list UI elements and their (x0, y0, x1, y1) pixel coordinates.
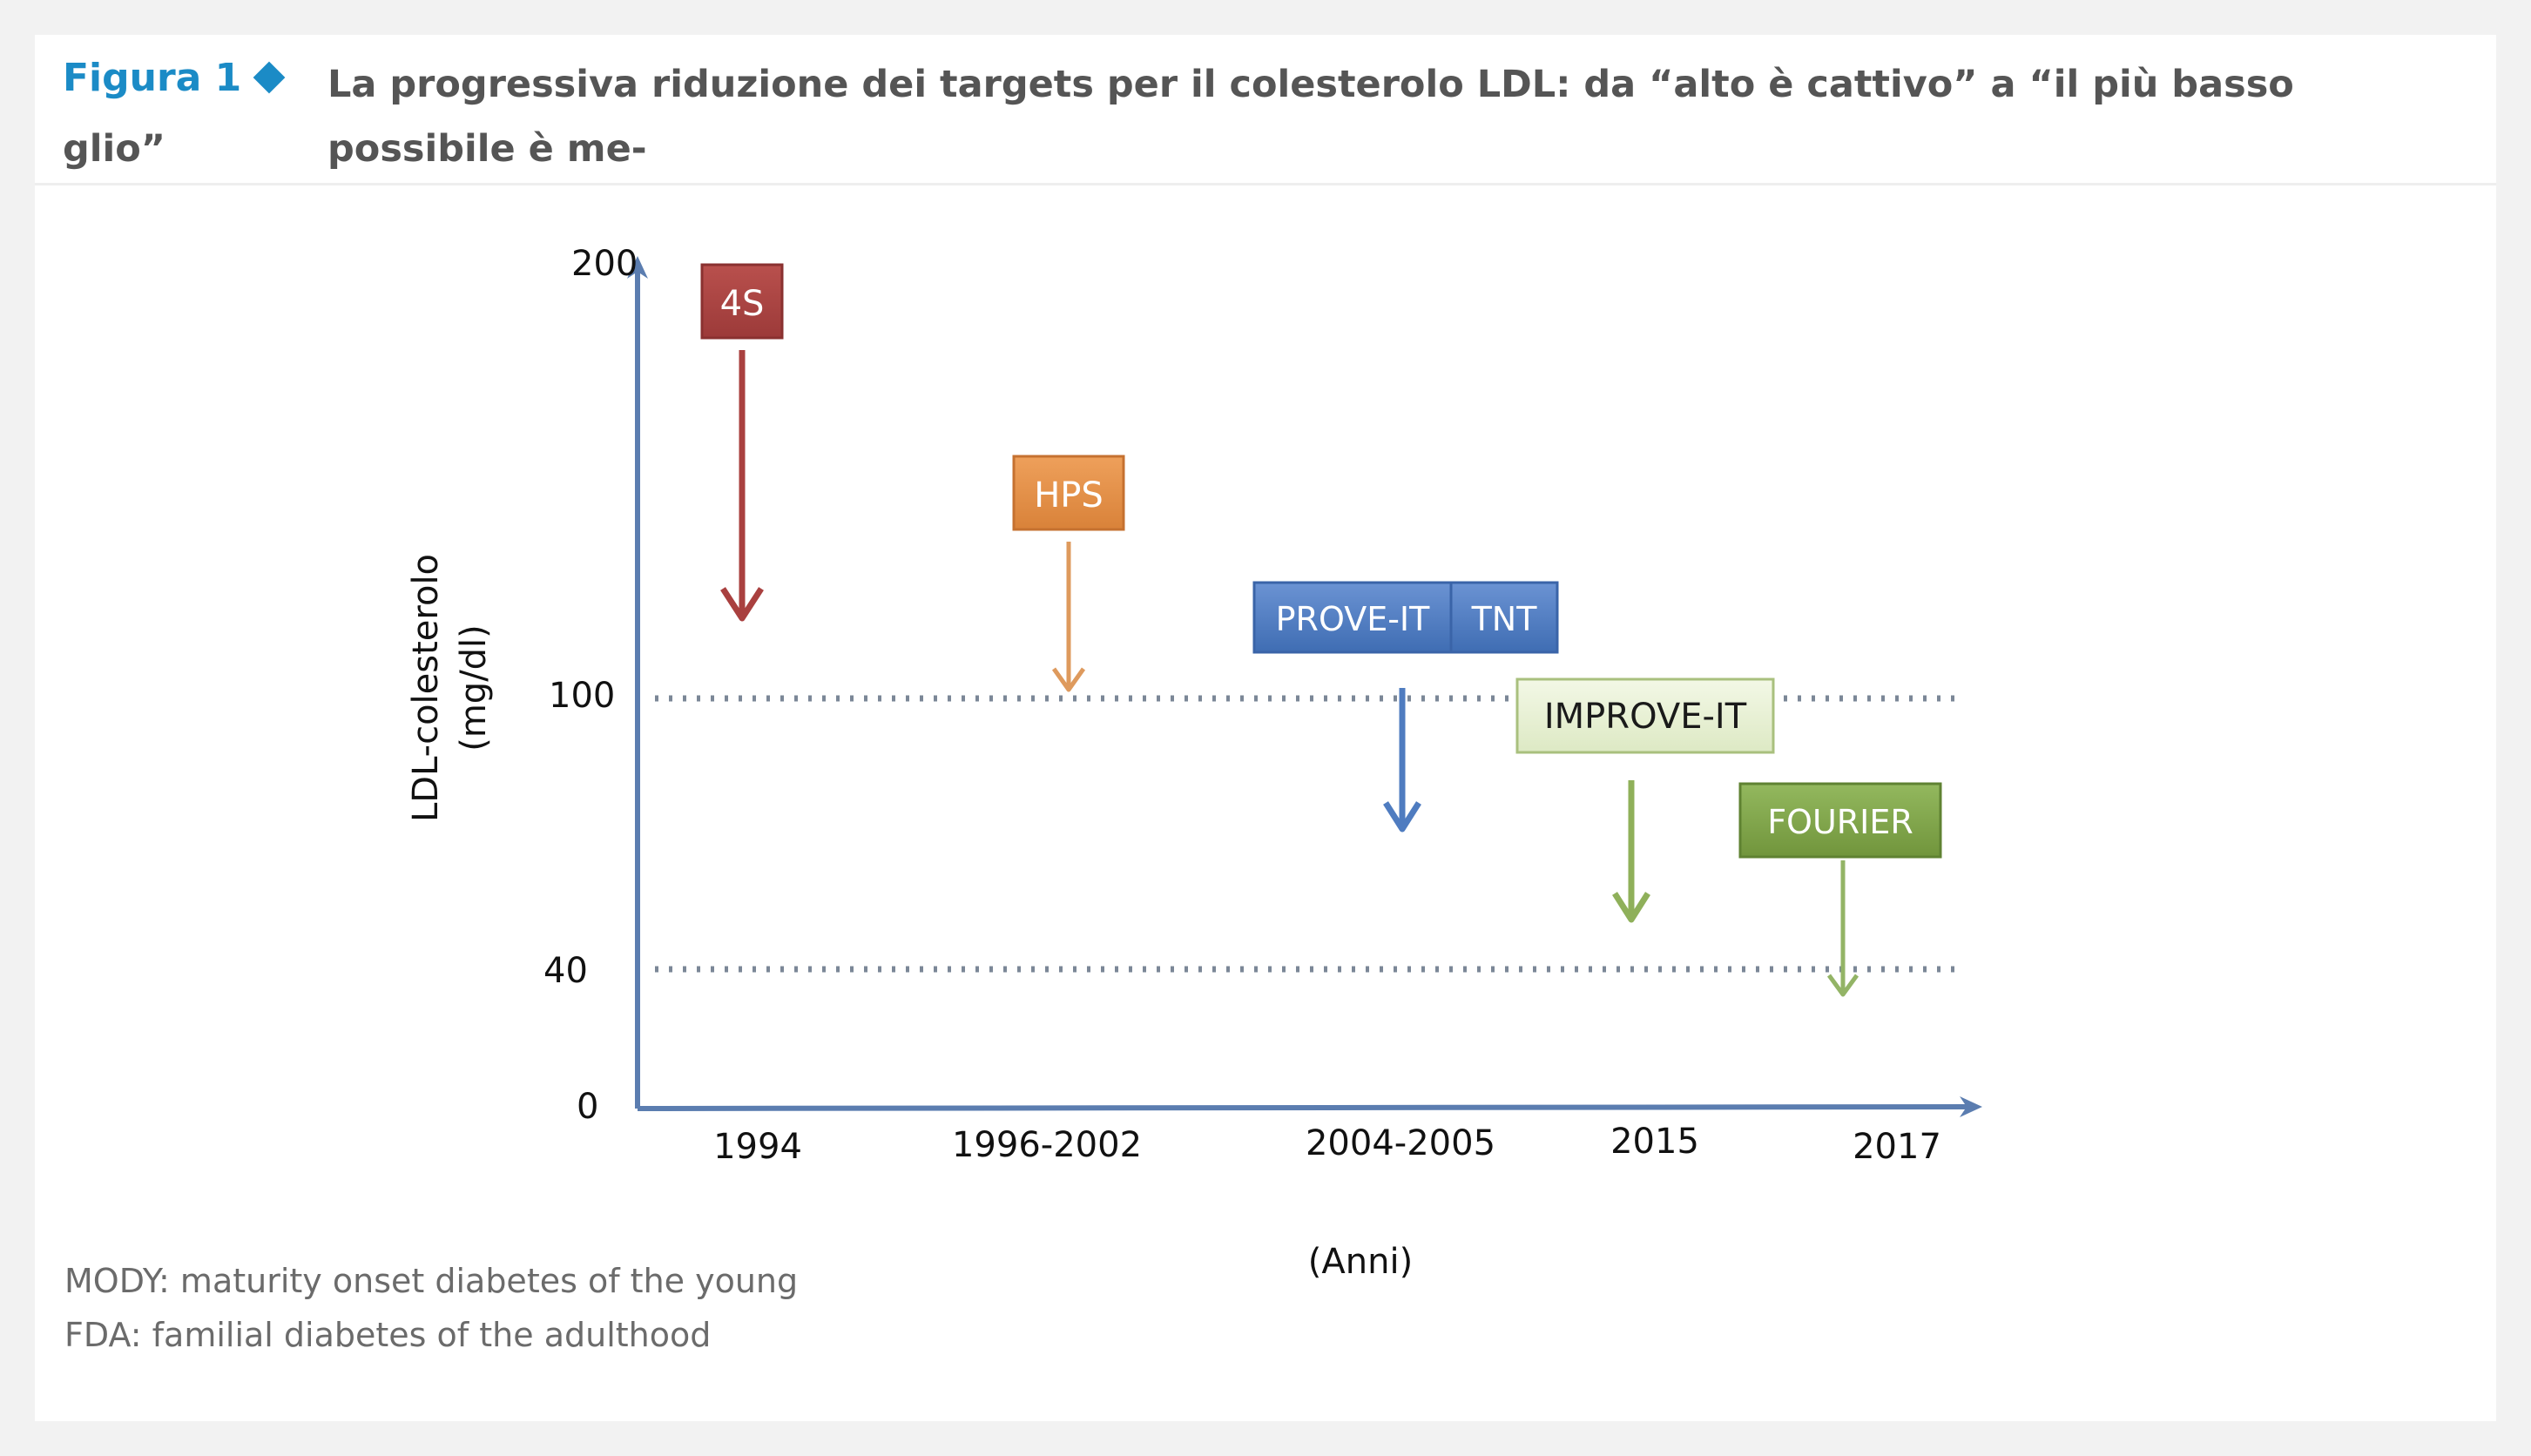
figure-header: Figura 1 La progressiva riduzione dei ta… (35, 35, 2496, 185)
x-period-label: 2017 (1853, 1127, 1941, 1167)
footnote-fda: FDA: familial diabetes of the adulthood (64, 1316, 712, 1354)
study-arrowhead-fourier (1826, 974, 1859, 997)
x-period-label: 1996-2002 (952, 1125, 1142, 1165)
study-arrowhead-4s (720, 587, 764, 622)
y-axis-label-line2: (mg/dl) (454, 624, 494, 752)
y-axis-label-line1: LDL-colesterolo (406, 554, 446, 822)
x-axis-label: (Anni) (1308, 1242, 1413, 1282)
study-box-hps (1012, 455, 1125, 531)
x-period-label: 2004-2005 (1306, 1123, 1495, 1163)
figure-card: Figura 1 La progressiva riduzione dei ta… (35, 35, 2496, 1421)
study-box-prove-it (1252, 581, 1453, 654)
study-box-tnt (1449, 581, 1559, 654)
study-label-4s: 4S (720, 284, 765, 324)
figure-title-line1: La progressiva riduzione dei targets per… (327, 63, 2294, 171)
study-arrowhead-improve-it (1612, 892, 1650, 923)
study-arrowhead-prove-it-tnt (1383, 801, 1421, 832)
figure-label: Figura 1 (63, 56, 242, 100)
y-tick-label: 0 (577, 1087, 598, 1127)
ldl-timeline-chart: 200 100 40 0 LDL-colesterolo (mg/dl) 199… (406, 244, 1982, 1282)
footnotes: MODY: maturity onset diabetes of the you… (64, 1254, 798, 1362)
y-tick-label: 100 (549, 676, 615, 716)
y-axis-arrowhead (627, 256, 648, 279)
study-box-4s (700, 263, 784, 340)
x-period-label: 2015 (1610, 1122, 1699, 1162)
study-label-hps: HPS (1034, 475, 1104, 516)
study-label-fourier: FOURIER (1767, 803, 1913, 841)
x-axis (637, 1104, 1967, 1111)
x-axis-arrowhead (1960, 1096, 1982, 1117)
study-label-improve-it: IMPROVE-IT (1544, 697, 1747, 737)
y-tick-label: 200 (571, 244, 638, 284)
figure-title-line2: glio” (63, 127, 166, 171)
study-label-prove-it: PROVE-IT (1276, 600, 1430, 638)
study-label-tnt: TNT (1471, 600, 1538, 638)
footnote-mody: MODY: maturity onset diabetes of the you… (64, 1262, 799, 1300)
y-tick-label: 40 (543, 951, 588, 991)
study-arrowhead-hps (1051, 667, 1086, 692)
figure-title: La progressiva riduzione dei targets per… (63, 52, 2418, 181)
study-box-improve-it (1515, 677, 1775, 754)
x-period-label: 1994 (713, 1127, 802, 1167)
study-box-fourier (1738, 782, 1942, 859)
